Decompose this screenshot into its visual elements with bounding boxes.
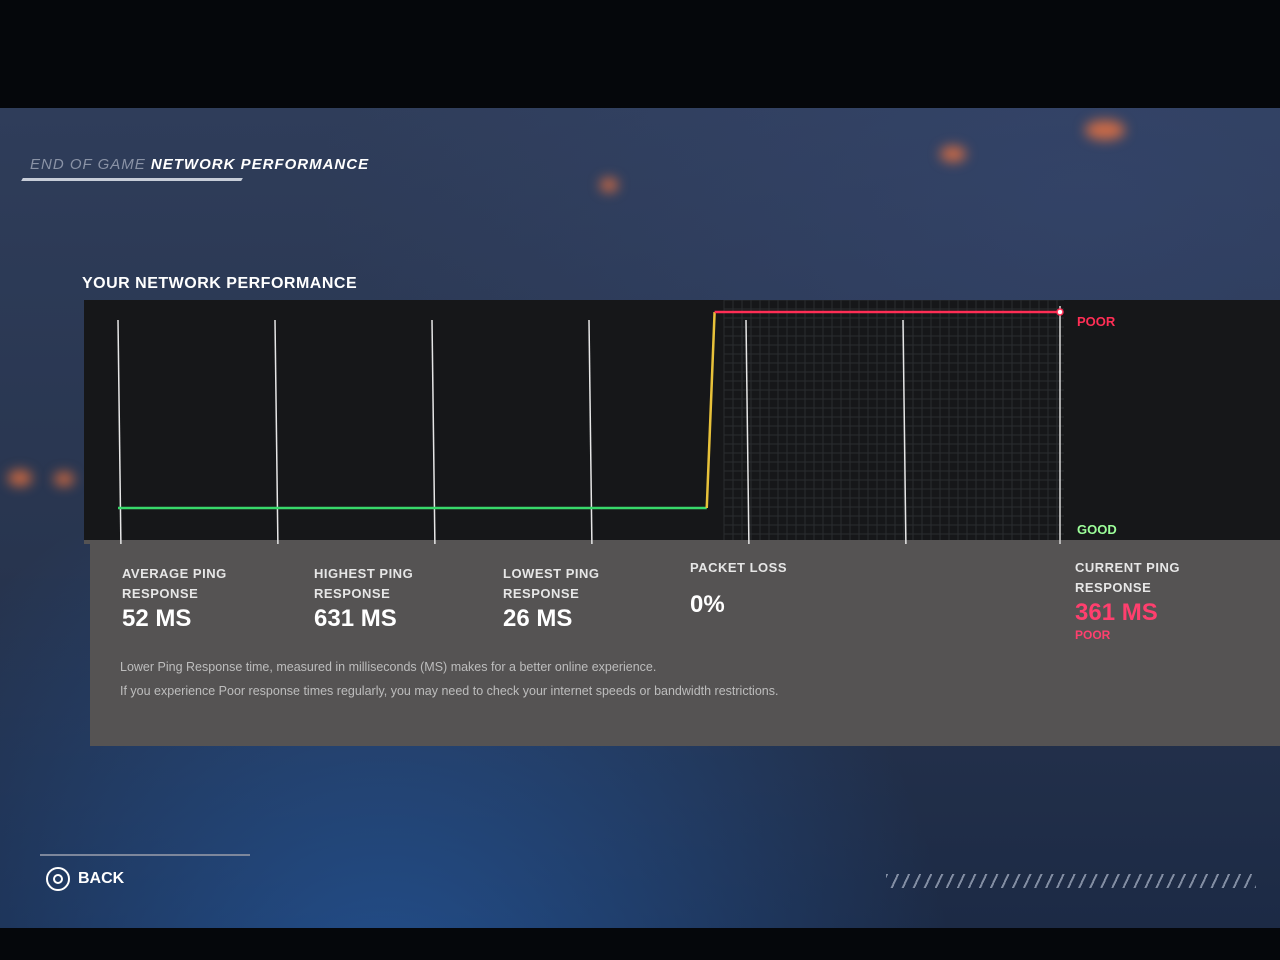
stats-panel: AVERAGE PING RESPONSE 52 MS HIGHEST PING RES… <box>90 544 1280 746</box>
ping-chart: 02:00 ago 01:40 ago 01:20 ago 01:00 ago 00:4… <box>84 300 1280 544</box>
stat-label: HIGHEST PING <box>314 566 414 581</box>
screen: END OF GAME NETWORK PERFORMANCE YOUR NET… <box>0 108 1280 928</box>
time-tick <box>745 319 750 544</box>
note-line-2: If you experience Poor response times re… <box>120 684 779 698</box>
header-underline <box>21 178 243 181</box>
time-tick <box>902 319 907 544</box>
back-button[interactable]: BACK <box>46 867 124 891</box>
time-tick-label: 00:40 ago <box>754 543 816 544</box>
note-line-1: Lower Ping Response time, measured in mi… <box>120 660 657 674</box>
stat-label: LOWEST PING <box>503 566 600 581</box>
stat-label: RESPONSE <box>122 586 199 601</box>
time-tick-label: 01:00 ago <box>597 543 659 544</box>
background-glow <box>1085 120 1125 140</box>
stat-block: LOWEST PING RESPONSE 26 MS <box>503 564 600 634</box>
time-tick-label: 00:20 ago <box>911 543 973 544</box>
stat-label: RESPONSE <box>503 586 580 601</box>
stat-value: 631 MS <box>314 605 397 632</box>
circle-button-icon <box>46 867 70 891</box>
page-title: NETWORK PERFORMANCE <box>150 156 370 173</box>
background-glow <box>940 146 966 162</box>
stat-block: AVERAGE PING RESPONSE 52 MS <box>122 564 227 634</box>
background-glow <box>600 178 618 192</box>
time-tick <box>588 319 593 544</box>
current-ping-value: 361 MS <box>1075 599 1158 626</box>
header-prefix: END OF GAME <box>30 156 146 173</box>
chart-panel: 02:00 ago 01:40 ago 01:20 ago 01:00 ago 00:4… <box>84 300 1280 544</box>
time-tick-label: 01:40 ago <box>283 543 345 544</box>
time-tick <box>274 319 279 544</box>
background-glow <box>8 470 32 486</box>
stat-block: PACKET LOSS 0% <box>690 558 787 620</box>
stat-value: 0% <box>690 591 725 618</box>
time-tick-label: 01:20 ago <box>440 543 502 544</box>
axis-band <box>84 540 1280 544</box>
ping-line-transition <box>705 311 716 509</box>
stat-label: PACKET LOSS <box>690 560 787 575</box>
section-title: YOUR NETWORK PERFORMANCE <box>82 275 358 292</box>
page-header: END OF GAME NETWORK PERFORMANCE <box>30 156 369 173</box>
current-ping: CURRENT PING RESPONSE 361 MS POOR <box>1075 558 1180 642</box>
current-point <box>1056 308 1064 316</box>
back-label: BACK <box>78 870 125 887</box>
current-ping-label-1: CURRENT PING <box>1075 560 1180 575</box>
time-tick <box>117 319 122 544</box>
stat-value: 52 MS <box>122 605 192 632</box>
current-ping-quality: POOR <box>1075 628 1111 642</box>
background-glow <box>54 472 74 486</box>
stat-block: HIGHEST PING RESPONSE 631 MS <box>314 564 413 634</box>
stat-label: AVERAGE PING <box>122 566 227 581</box>
back-divider <box>40 854 250 856</box>
stat-value: 26 MS <box>503 605 573 632</box>
decorative-hatch <box>886 874 1256 888</box>
current-ping-label-2: RESPONSE <box>1075 580 1152 595</box>
time-tick <box>431 319 436 544</box>
y-label-good: GOOD <box>1077 522 1117 537</box>
stat-label: RESPONSE <box>314 586 391 601</box>
time-tick-label: 02:00 ago <box>126 543 188 544</box>
y-label-poor: POOR <box>1077 314 1116 329</box>
